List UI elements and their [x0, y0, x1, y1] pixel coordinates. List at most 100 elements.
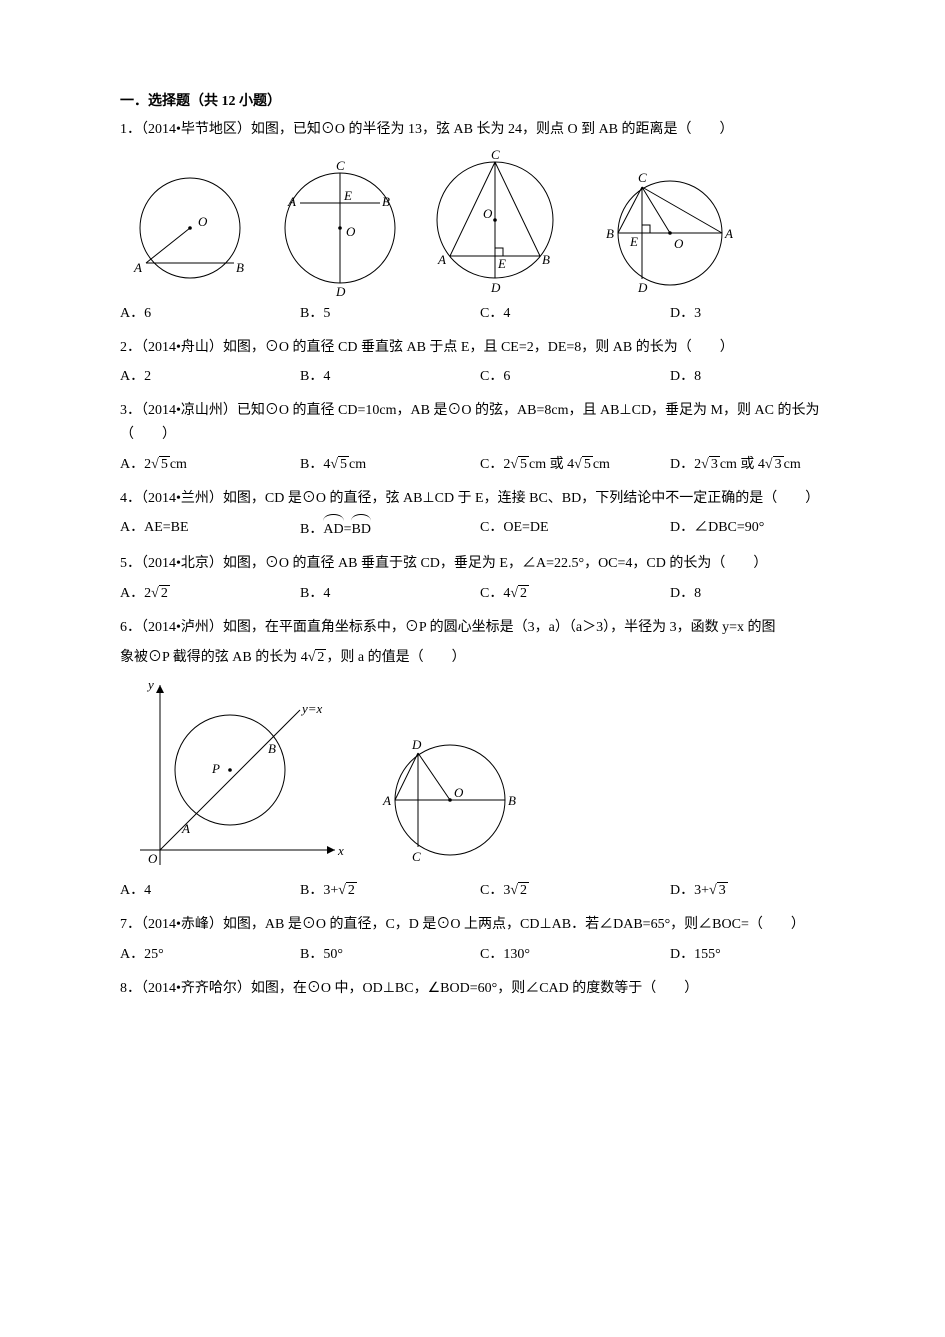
label-y: y: [146, 677, 154, 692]
circle-diagram-icon: O B A C D E: [580, 168, 750, 298]
label-O: O: [483, 206, 493, 221]
label-P: P: [211, 761, 220, 776]
label-B: B: [268, 741, 276, 756]
q2-opt-d: D．8: [670, 365, 820, 389]
q5-opt-b: B．4: [300, 582, 480, 606]
q1-fig3: O C D A B E: [420, 148, 570, 298]
q6-text-line1: 6．（2014•泸州）如图，在平面直角坐标系中，⊙P 的圆心坐标是（3，a）（a…: [120, 616, 825, 640]
label-E: E: [343, 188, 352, 203]
arc-AD: AD: [323, 516, 343, 542]
q6-opt-c: C．3√2: [480, 879, 670, 903]
label-A: A: [287, 194, 296, 209]
q1-opt-d: D．3: [670, 302, 820, 326]
q6-fig1: x y O y=x P A B: [120, 675, 350, 875]
question-1: 1．（2014•毕节地区）如图，已知⊙O 的半径为 13，弦 AB 长为 24，…: [120, 118, 825, 326]
q5-opt-c: C．4√2: [480, 582, 670, 606]
q2-text: 2．（2014•舟山）如图，⊙O 的直径 CD 垂直弦 AB 于点 E，且 CE…: [120, 336, 825, 360]
q1-fig4: O B A C D E: [580, 168, 750, 298]
q4-text: 4．（2014•兰州）如图，CD 是⊙O 的直径，弦 AB⊥CD 于 E，连接 …: [120, 487, 825, 511]
label-O: O: [674, 236, 684, 251]
q7-opt-c: C．130°: [480, 943, 670, 967]
q2-opt-b: B．4: [300, 365, 480, 389]
q3-opt-c: C．2√5cm 或 4√5cm: [480, 453, 670, 477]
circle-diagram-icon: O C D A B E: [270, 158, 410, 298]
q2-options: A．2 B．4 C．6 D．8: [120, 365, 825, 389]
q4-opt-a: A．AE=BE: [120, 516, 300, 542]
label-line: y=x: [300, 701, 323, 716]
question-6: 6．（2014•泸州）如图，在平面直角坐标系中，⊙P 的圆心坐标是（3，a）（a…: [120, 616, 825, 903]
q4-opt-c: C．OE=DE: [480, 516, 670, 542]
question-4: 4．（2014•兰州）如图，CD 是⊙O 的直径，弦 AB⊥CD 于 E，连接 …: [120, 487, 825, 543]
circle-diagram-icon: O C D A B E: [420, 148, 570, 298]
section-title: 一．选择题（共 12 小题）: [120, 90, 825, 110]
label-C: C: [638, 170, 647, 185]
q1-text: 1．（2014•毕节地区）如图，已知⊙O 的半径为 13，弦 AB 长为 24，…: [120, 118, 825, 142]
label-x: x: [337, 843, 344, 858]
circle-diagram-icon: O A B D C: [360, 725, 530, 875]
q7-opt-d: D．155°: [670, 943, 820, 967]
q7-opt-a: A．25°: [120, 943, 300, 967]
label-E: E: [497, 256, 506, 271]
label-C: C: [336, 158, 345, 173]
coordinate-diagram-icon: x y O y=x P A B: [120, 675, 350, 875]
question-5: 5．（2014•北京）如图，⊙O 的直径 AB 垂直于弦 CD，垂足为 E，∠A…: [120, 552, 825, 606]
q1-fig2: O C D A B E: [270, 158, 410, 298]
label-A: A: [382, 793, 391, 808]
q5-options: A．2√2 B．4 C．4√2 D．8: [120, 582, 825, 606]
label-O: O: [198, 214, 208, 229]
q1-opt-b: B．5: [300, 302, 480, 326]
label-D: D: [637, 280, 648, 295]
q6-opt-a: A．4: [120, 879, 300, 903]
label-O: O: [148, 851, 158, 866]
label-O: O: [346, 224, 356, 239]
q1-options: A．6 B．5 C．4 D．3: [120, 302, 825, 326]
label-B: B: [542, 252, 550, 267]
q6-text-line2: 象被⊙P 截得的弦 AB 的长为 4√2，则 a 的值是（ ）: [120, 646, 825, 670]
q7-text: 7．（2014•赤峰）如图，AB 是⊙O 的直径，C，D 是⊙O 上两点，CD⊥…: [120, 913, 825, 937]
question-8: 8．（2014•齐齐哈尔）如图，在⊙O 中，OD⊥BC，∠BOD=60°，则∠C…: [120, 977, 825, 1001]
label-D: D: [335, 284, 346, 298]
question-3: 3．（2014•凉山州）已知⊙O 的直径 CD=10cm，AB 是⊙O 的弦，A…: [120, 399, 825, 476]
arc-BD: BD: [351, 516, 370, 542]
label-E: E: [629, 234, 638, 249]
q7-opt-b: B．50°: [300, 943, 480, 967]
label-A: A: [181, 821, 190, 836]
q4-b-eq: =: [344, 522, 352, 537]
q3-options: A．2√5cm B．4√5cm C．2√5cm 或 4√5cm D．2√3cm …: [120, 453, 825, 477]
q3-text: 3．（2014•凉山州）已知⊙O 的直径 CD=10cm，AB 是⊙O 的弦，A…: [120, 399, 825, 447]
q3-opt-b: B．4√5cm: [300, 453, 480, 477]
q6-options: A．4 B．3+√2 C．3√2 D．3+√3: [120, 879, 825, 903]
circle-diagram-icon: O A B: [120, 168, 260, 298]
q4-b-pre: B．: [300, 522, 323, 537]
q3-opt-a: A．2√5cm: [120, 453, 300, 477]
q5-text: 5．（2014•北京）如图，⊙O 的直径 AB 垂直于弦 CD，垂足为 E，∠A…: [120, 552, 825, 576]
q1-opt-c: C．4: [480, 302, 670, 326]
label-A: A: [133, 260, 142, 275]
label-B: B: [382, 194, 390, 209]
label-B: B: [236, 260, 244, 275]
q6-opt-b: B．3+√2: [300, 879, 480, 903]
q4-opt-d: D．∠DBC=90°: [670, 516, 820, 542]
q1-fig1: O A B: [120, 168, 260, 298]
question-7: 7．（2014•赤峰）如图，AB 是⊙O 的直径，C，D 是⊙O 上两点，CD⊥…: [120, 913, 825, 967]
q2-opt-a: A．2: [120, 365, 300, 389]
q5-opt-d: D．8: [670, 582, 820, 606]
label-C: C: [412, 849, 421, 864]
label-O: O: [454, 785, 464, 800]
q4-options: A．AE=BE B．AD=BD C．OE=DE D．∠DBC=90°: [120, 516, 825, 542]
label-B: B: [508, 793, 516, 808]
q4-opt-b: B．AD=BD: [300, 516, 480, 542]
label-B: B: [606, 226, 614, 241]
q5-opt-a: A．2√2: [120, 582, 300, 606]
q6-fig2: O A B D C: [360, 725, 530, 875]
q7-options: A．25° B．50° C．130° D．155°: [120, 943, 825, 967]
q6-figures: x y O y=x P A B: [120, 675, 825, 875]
label-C: C: [491, 148, 500, 162]
label-A: A: [724, 226, 733, 241]
q3-opt-d: D．2√3cm 或 4√3cm: [670, 453, 820, 477]
q8-text: 8．（2014•齐齐哈尔）如图，在⊙O 中，OD⊥BC，∠BOD=60°，则∠C…: [120, 977, 825, 1001]
question-2: 2．（2014•舟山）如图，⊙O 的直径 CD 垂直弦 AB 于点 E，且 CE…: [120, 336, 825, 390]
label-D: D: [411, 737, 422, 752]
label-A: A: [437, 252, 446, 267]
q6-opt-d: D．3+√3: [670, 879, 820, 903]
